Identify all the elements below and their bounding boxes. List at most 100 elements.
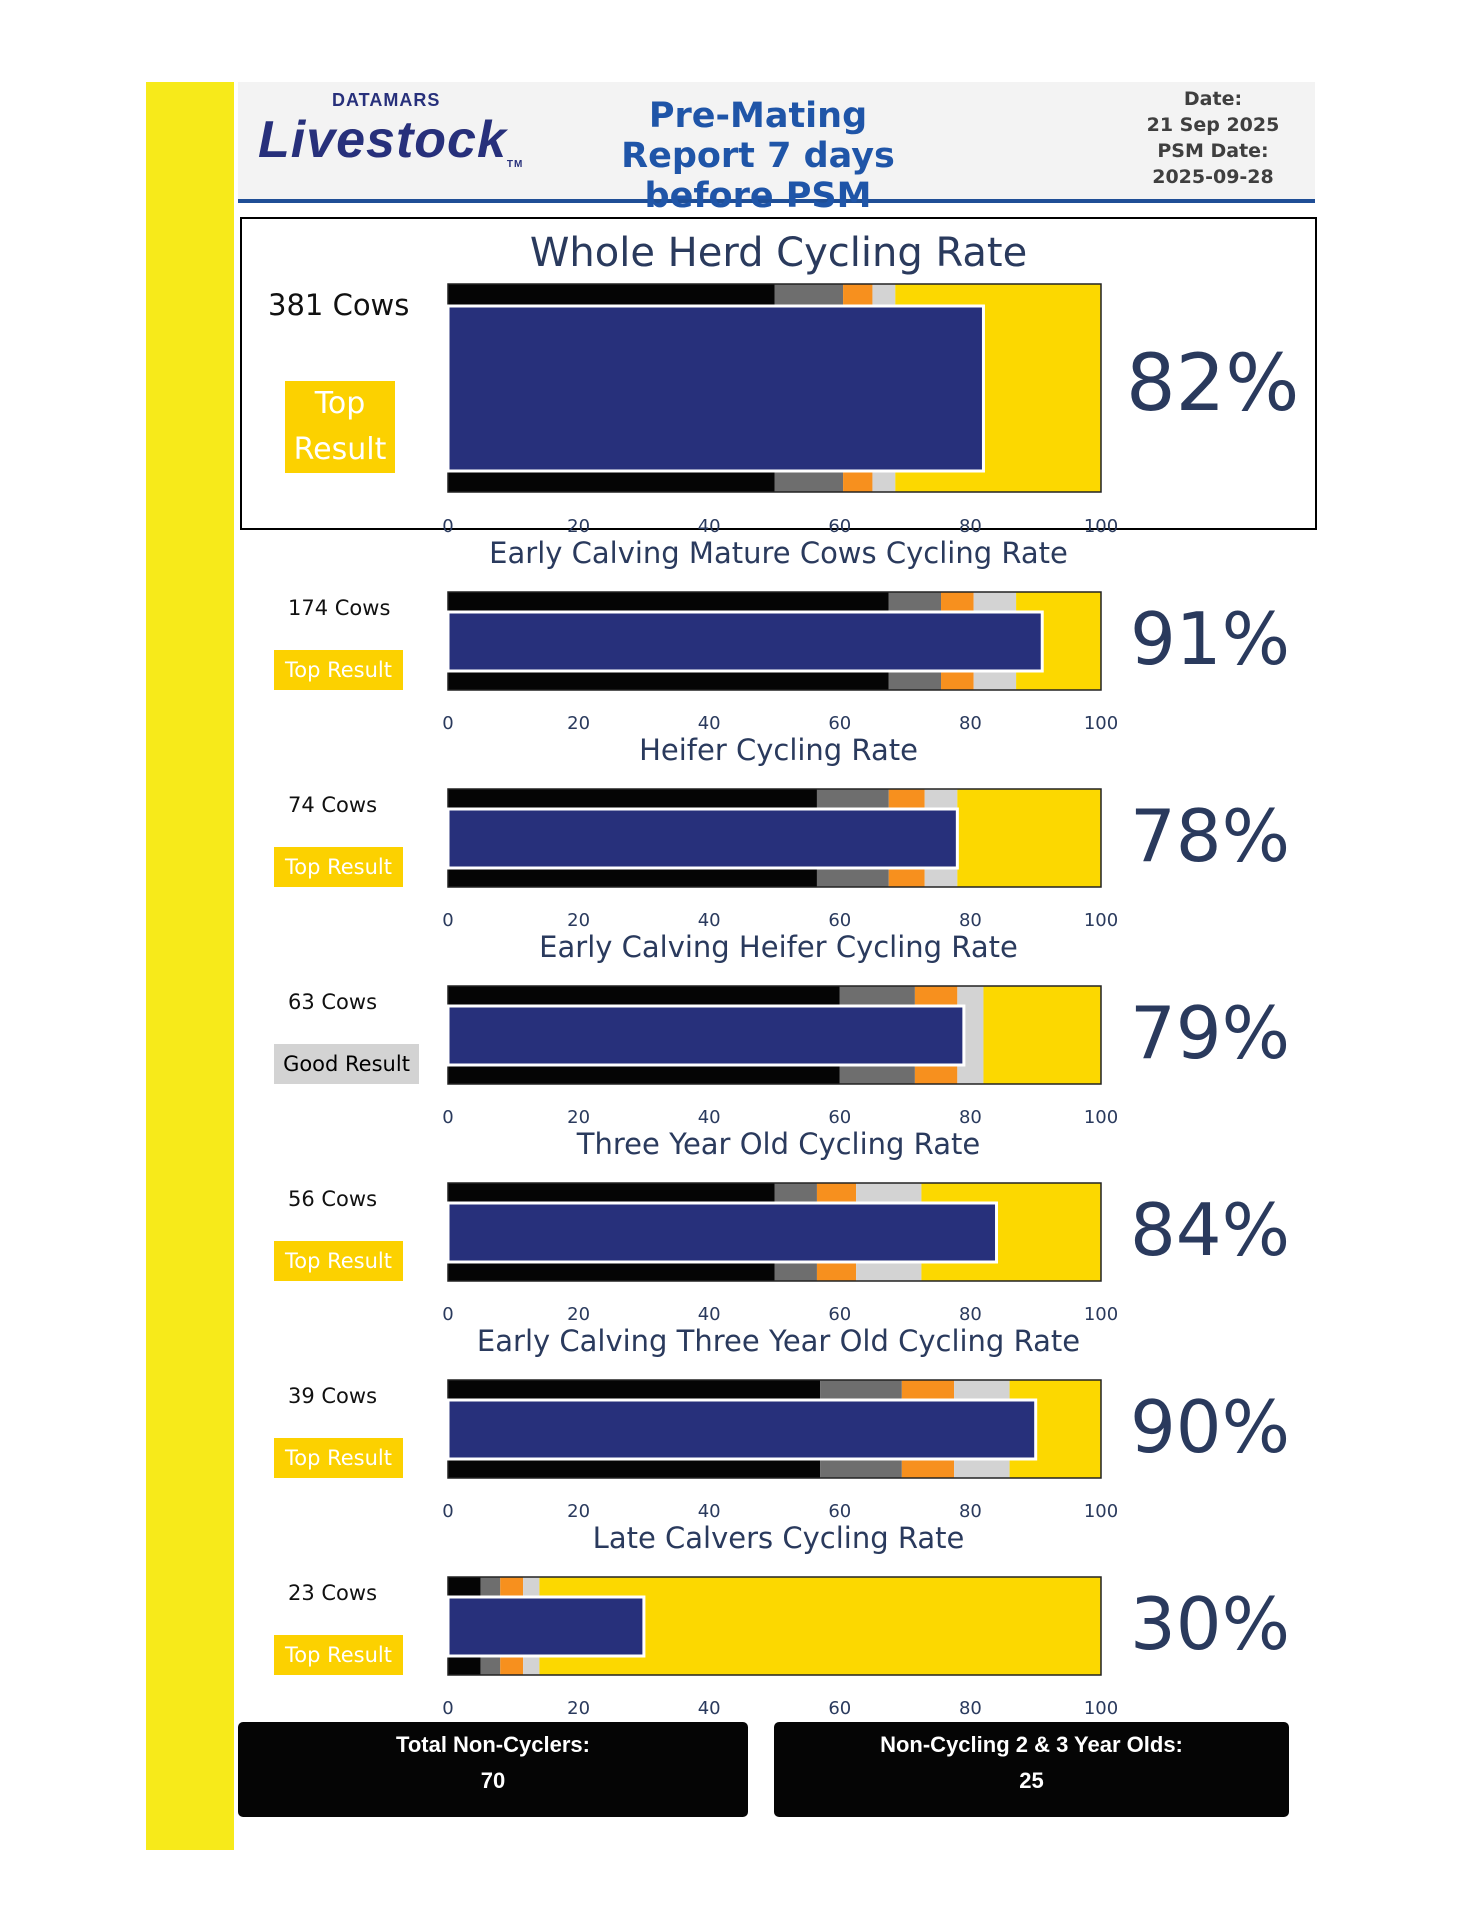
chart-2-tick-60: 60 bbox=[828, 713, 851, 734]
chart-7-tick-0: 0 bbox=[442, 1698, 453, 1719]
chart-5-tick-20: 20 bbox=[567, 1304, 590, 1325]
chart-3-badge-line1: Top Result bbox=[285, 855, 392, 879]
non-cycling-young-label: Non-Cycling 2 & 3 Year Olds: bbox=[880, 1732, 1183, 1757]
report-header: DATAMARS LivestockTM Pre-Mating Report 7… bbox=[238, 82, 1315, 216]
chart-5-result-badge: Top Result bbox=[274, 1241, 403, 1281]
chart-6-title: Early Calving Three Year Old Cycling Rat… bbox=[476, 1324, 1081, 1358]
chart-1-tick-100: 100 bbox=[1084, 516, 1118, 537]
chart-4-tick-60: 60 bbox=[828, 1107, 851, 1128]
logo-datamars: DATAMARS bbox=[332, 90, 441, 110]
chart-7-result-badge: Top Result bbox=[274, 1635, 403, 1675]
chart-5-value-bar bbox=[446, 1201, 999, 1264]
chart-7-badge-line1: Top Result bbox=[285, 1643, 392, 1667]
chart-6-result-badge: Top Result bbox=[274, 1438, 403, 1478]
whole-herd-frame bbox=[240, 217, 1317, 530]
chart-4-value-bar bbox=[446, 1004, 966, 1067]
chart-1-tick-40: 40 bbox=[698, 516, 721, 537]
chart-7-tick-80: 80 bbox=[959, 1698, 982, 1719]
chart-3-result-badge: Top Result bbox=[274, 847, 403, 887]
psm-date-value: 2025-09-28 bbox=[1152, 166, 1274, 188]
chart-5-tick-0: 0 bbox=[442, 1304, 453, 1325]
chart-2-value-bar bbox=[446, 610, 1044, 673]
chart-5-title: Three Year Old Cycling Rate bbox=[576, 1127, 981, 1161]
chart-1-value-label: 82% bbox=[1126, 339, 1300, 429]
chart-3-value-label: 78% bbox=[1130, 794, 1291, 878]
chart-5-tick-60: 60 bbox=[828, 1304, 851, 1325]
chart-6-tick-40: 40 bbox=[698, 1501, 721, 1522]
chart-6-tick-80: 80 bbox=[959, 1501, 982, 1522]
chart-5-tick-100: 100 bbox=[1084, 1304, 1118, 1325]
chart-2-badge-line1: Top Result bbox=[285, 658, 392, 682]
chart-7-value-bar bbox=[446, 1595, 646, 1658]
chart-6-value-bar bbox=[446, 1398, 1038, 1461]
chart-2-title: Early Calving Mature Cows Cycling Rate bbox=[489, 536, 1068, 570]
chart-4-tick-0: 0 bbox=[442, 1107, 453, 1128]
chart-1-result-badge: Top Result bbox=[285, 381, 395, 473]
logo-livestock: LivestockTM bbox=[258, 110, 523, 170]
chart-3-tick-20: 20 bbox=[567, 910, 590, 931]
chart-2-tick-100: 100 bbox=[1084, 713, 1118, 734]
chart-7-tick-20: 20 bbox=[567, 1698, 590, 1719]
non-cycling-young-box: Non-Cycling 2 & 3 Year Olds: 25 bbox=[774, 1722, 1289, 1817]
chart-3-tick-0: 0 bbox=[442, 910, 453, 931]
report-title-line2: Report 7 days before PSM bbox=[621, 136, 895, 216]
chart-3-cow-count: 74 Cows bbox=[288, 793, 378, 817]
chart-4-cow-count: 63 Cows bbox=[288, 990, 378, 1014]
side-stripe bbox=[146, 82, 234, 1850]
chart-7-tick-40: 40 bbox=[698, 1698, 721, 1719]
chart-3-band-5 bbox=[957, 789, 1101, 887]
chart-1-badge-line1: Top bbox=[314, 386, 366, 421]
chart-6-cow-count: 39 Cows bbox=[288, 1384, 378, 1408]
chart-7-value-label: 30% bbox=[1130, 1582, 1291, 1666]
chart-7-title: Late Calvers Cycling Rate bbox=[592, 1521, 965, 1555]
chart-5-cow-count: 56 Cows bbox=[288, 1187, 378, 1211]
chart-5-value-label: 84% bbox=[1130, 1188, 1291, 1272]
chart-5-tick-40: 40 bbox=[698, 1304, 721, 1325]
chart-5-badge-line1: Top Result bbox=[285, 1249, 392, 1273]
chart-2-tick-40: 40 bbox=[698, 713, 721, 734]
chart-6-tick-20: 20 bbox=[567, 1501, 590, 1522]
chart-2-tick-80: 80 bbox=[959, 713, 982, 734]
chart-6-badge-line1: Top Result bbox=[285, 1446, 392, 1470]
chart-1-tick-20: 20 bbox=[567, 516, 590, 537]
report-title-line1: Pre-Mating bbox=[648, 96, 868, 136]
chart-4-tick-100: 100 bbox=[1084, 1107, 1118, 1128]
chart-2-result-badge: Top Result bbox=[274, 650, 403, 690]
chart-4-tick-40: 40 bbox=[698, 1107, 721, 1128]
chart-1-tick-60: 60 bbox=[828, 516, 851, 537]
chart-4-badge-line1: Good Result bbox=[283, 1052, 410, 1076]
chart-4-value-label: 79% bbox=[1130, 991, 1291, 1075]
chart-4-band-5 bbox=[983, 986, 1101, 1084]
chart-1-cow-count: 381 Cows bbox=[268, 288, 410, 322]
chart-7-tick-100: 100 bbox=[1084, 1698, 1118, 1719]
total-non-cyclers-box: Total Non-Cyclers: 70 bbox=[238, 1722, 748, 1817]
date-label: Date: bbox=[1183, 88, 1243, 110]
chart-3-title: Heifer Cycling Rate bbox=[639, 733, 918, 767]
chart-6-tick-0: 0 bbox=[442, 1501, 453, 1522]
chart-3-value-bar bbox=[446, 807, 959, 870]
chart-1-badge-line2: Result bbox=[293, 432, 387, 467]
chart-2-value-label: 91% bbox=[1130, 597, 1291, 681]
chart-1-tick-80: 80 bbox=[959, 516, 982, 537]
chart-7-tick-60: 60 bbox=[828, 1698, 851, 1719]
logo-livestock-text: Livestock bbox=[258, 111, 507, 169]
non-cycling-young-value: 25 bbox=[1019, 1768, 1044, 1793]
chart-4-tick-20: 20 bbox=[567, 1107, 590, 1128]
chart-1-value-bar bbox=[446, 304, 985, 473]
psm-date-label: PSM Date: bbox=[1157, 140, 1269, 162]
chart-3-tick-100: 100 bbox=[1084, 910, 1118, 931]
chart-2-tick-0: 0 bbox=[442, 713, 453, 734]
chart-4-tick-80: 80 bbox=[959, 1107, 982, 1128]
chart-6-tick-100: 100 bbox=[1084, 1501, 1118, 1522]
chart-6-value-label: 90% bbox=[1130, 1385, 1291, 1469]
chart-7-cow-count: 23 Cows bbox=[288, 1581, 378, 1605]
chart-4-result-badge: Good Result bbox=[274, 1044, 419, 1084]
logo-tm: TM bbox=[506, 159, 524, 170]
chart-2-tick-20: 20 bbox=[567, 713, 590, 734]
chart-5-tick-80: 80 bbox=[959, 1304, 982, 1325]
chart-1-title: Whole Herd Cycling Rate bbox=[529, 230, 1028, 276]
chart-2-cow-count: 174 Cows bbox=[288, 596, 391, 620]
chart-3-tick-40: 40 bbox=[698, 910, 721, 931]
chart-4-title: Early Calving Heifer Cycling Rate bbox=[539, 930, 1018, 964]
